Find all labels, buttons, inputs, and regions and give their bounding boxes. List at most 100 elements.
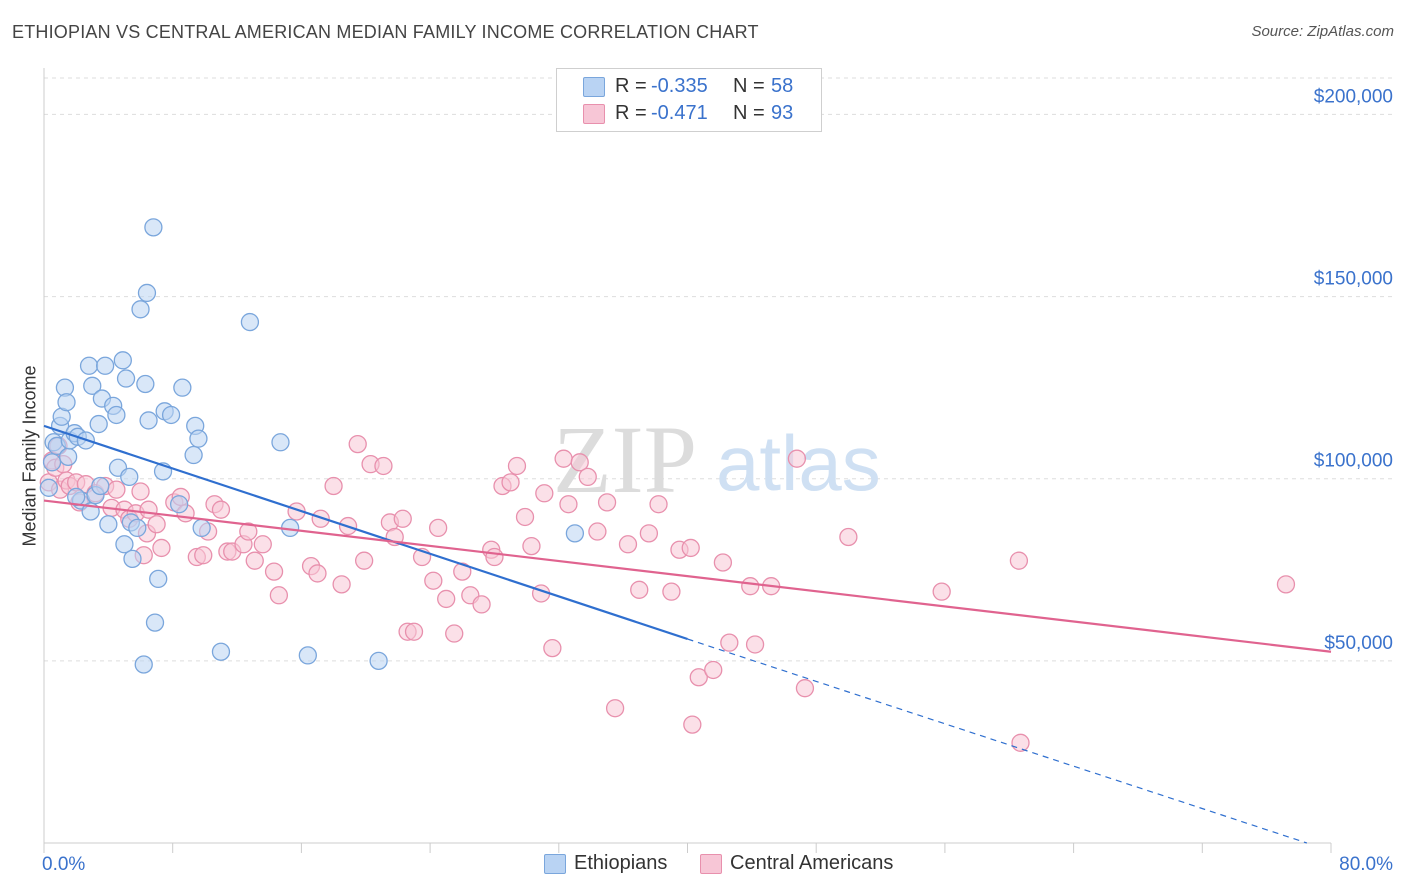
ethiopians-point <box>137 283 157 303</box>
central-americans-point <box>932 582 951 601</box>
gridlines <box>44 77 1395 662</box>
ethiopians-legend-swatch <box>544 854 566 874</box>
central-americans-point <box>472 595 491 614</box>
ethiopians-point <box>134 655 153 674</box>
central-americans-point <box>1276 575 1296 594</box>
central-americans-swatch <box>583 104 605 124</box>
ethiopians-point <box>161 405 181 425</box>
ethiopians-point <box>95 356 115 375</box>
ethiopians-trend-extension <box>687 638 1308 844</box>
central-americans-point <box>639 524 659 543</box>
ethiopians-point <box>189 429 208 448</box>
central-americans-point <box>147 515 166 534</box>
ethiopians-point <box>131 300 150 319</box>
n-label: N = <box>733 75 765 97</box>
central-americans-point <box>211 500 231 519</box>
ethiopians-point <box>271 433 290 452</box>
x-tick-labels: 0.0% 80.0% <box>42 854 1393 875</box>
chart-title: ETHIOPIAN VS CENTRAL AMERICAN MEDIAN FAM… <box>12 22 759 42</box>
correlation-legend: R = -0.335 N = 58 R = -0.471 N = 93 <box>556 68 822 132</box>
x-tick-label-max: 80.0% <box>1339 854 1393 875</box>
x-tick-label-min: 0.0% <box>42 854 85 875</box>
central-americans-point <box>689 668 708 687</box>
ethiopians-point <box>42 453 62 472</box>
ethiopians-point <box>139 411 158 430</box>
central-americans-point <box>253 535 272 554</box>
central-americans-point <box>445 624 464 643</box>
y-axis-label: Median Family Income <box>19 365 40 547</box>
central-americans-point <box>649 495 668 514</box>
central-americans-point <box>1011 733 1030 752</box>
central-americans-point <box>630 580 649 599</box>
ethiopians-point <box>145 613 165 632</box>
y-tick-label: $100,000 <box>1314 451 1393 472</box>
ethiopians-point <box>89 414 108 434</box>
central-americans-point <box>152 538 171 558</box>
central-americans-point <box>437 589 456 609</box>
y-tick-labels: $50,000 $100,000 $150,000 $200,000 <box>1314 86 1393 653</box>
ethiopians-points <box>39 218 585 674</box>
central-americans-point <box>543 638 562 658</box>
central-americans-point <box>501 473 520 492</box>
ethiopians-point <box>123 549 142 569</box>
central-americans-points <box>39 434 1296 752</box>
central-americans-point <box>374 456 393 476</box>
central-americans-point <box>787 449 807 468</box>
central-americans-point <box>311 509 330 528</box>
central-americans-point <box>485 547 504 567</box>
central-americans-r-value: -0.471 <box>651 102 708 124</box>
ethiopians-point <box>184 445 203 465</box>
central-americans-trend-line <box>43 499 1332 653</box>
central-americans-point <box>522 536 541 556</box>
central-americans-point <box>348 434 367 454</box>
ethiopians-point <box>144 218 163 237</box>
central-americans-point <box>559 495 578 514</box>
ethiopians-trend-line <box>43 424 688 641</box>
ethiopians-point <box>120 467 139 487</box>
ethiopians-point <box>91 476 110 496</box>
central-americans-point <box>713 553 733 572</box>
r-label: R = <box>615 102 647 124</box>
central-americans-point <box>324 476 343 496</box>
central-americans-point <box>453 562 472 581</box>
central-americans-point <box>424 571 443 590</box>
ethiopians-point <box>169 495 189 514</box>
ethiopians-point <box>57 393 76 412</box>
ethiopians-point <box>211 642 231 661</box>
y-tick-label: $150,000 <box>1314 269 1393 290</box>
ethiopians-point <box>83 376 102 395</box>
ethiopians-point <box>128 518 147 538</box>
central-americans-point <box>597 493 617 512</box>
r-label: R = <box>615 75 647 97</box>
ethiopians-point <box>58 447 78 467</box>
central-americans-legend-label: Central Americans <box>730 852 894 874</box>
central-americans-point <box>535 484 554 503</box>
ethiopians-point <box>107 405 126 425</box>
central-americans-point <box>605 699 625 718</box>
ethiopians-point <box>99 515 118 534</box>
trend-lines <box>43 424 1332 844</box>
source-label: Source: ZipAtlas.com <box>1251 23 1394 40</box>
central-americans-point <box>507 456 527 476</box>
central-americans-point <box>681 538 700 558</box>
n-label: N = <box>733 102 765 124</box>
ethiopians-point <box>240 312 260 332</box>
central-americans-point <box>588 522 607 541</box>
central-americans-point <box>720 633 739 652</box>
central-americans-point <box>795 679 815 698</box>
central-americans-point <box>393 509 412 528</box>
ethiopians-point <box>298 646 317 665</box>
central-americans-point <box>745 635 765 654</box>
ethiopians-r-value: -0.335 <box>651 75 708 97</box>
ethiopians-legend-label: Ethiopians <box>574 852 668 874</box>
central-americans-point <box>570 453 589 472</box>
central-americans-point <box>245 551 264 570</box>
central-americans-point <box>194 546 213 565</box>
central-americans-point <box>578 467 597 487</box>
ethiopians-point <box>173 378 192 397</box>
axes <box>43 68 1332 853</box>
ethiopians-point <box>115 535 134 554</box>
central-americans-legend-swatch <box>700 854 722 874</box>
ethiopians-point <box>39 478 58 497</box>
